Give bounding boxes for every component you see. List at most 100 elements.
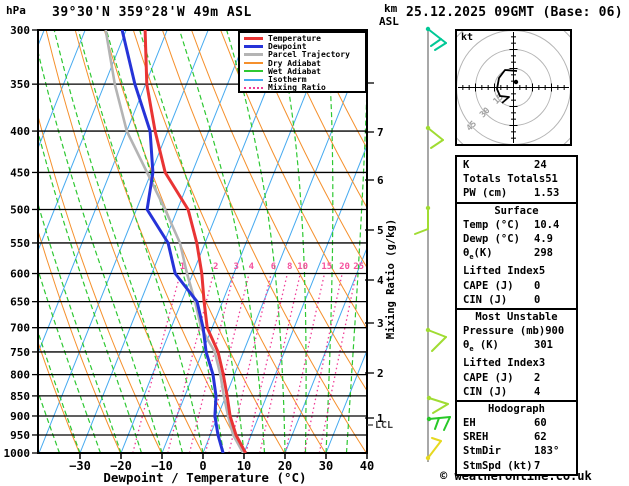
- stat-label: CIN (J): [463, 385, 508, 398]
- legend-label: Temperature: [268, 33, 321, 43]
- km-tick-label: 5: [377, 224, 384, 237]
- svg-text:3: 3: [234, 262, 239, 272]
- legend-label: Dewpoint: [268, 41, 307, 51]
- pressure-tick-label: 300: [10, 24, 30, 37]
- stat-row: CIN (J) 4: [457, 385, 576, 399]
- stat-row: Dewp (°C) 4.9: [457, 232, 576, 246]
- stat-value: 7: [534, 459, 541, 472]
- pressure-tick-label: 1000: [4, 447, 31, 460]
- stats-panel: K 24 Totals Totals 51 PW (cm) 1.53 Surface Temp…: [455, 155, 578, 476]
- stat-value: 62: [534, 431, 547, 444]
- stat-row: EH 60: [457, 416, 576, 430]
- stat-row: PW (cm) 1.53: [457, 186, 576, 200]
- km-tick-label: 2: [377, 367, 384, 380]
- stat-label: StmSpd (kt): [463, 459, 533, 472]
- legend-label: Dry Adiabat: [268, 58, 321, 68]
- stat-value: 1.53: [534, 187, 560, 200]
- legend-swatch: [244, 86, 263, 89]
- pressure-tick-label: 550: [10, 237, 30, 250]
- legend-swatch: [244, 53, 263, 57]
- stats-section: Surface Temp (°C) 10.4 Dewp (°C) 4.9 θe(K) 298…: [455, 201, 578, 310]
- stat-value: 4: [534, 385, 541, 398]
- stat-label: Dewp (°C): [463, 232, 520, 245]
- stat-label: StmDir: [463, 445, 501, 458]
- stat-value: 2: [534, 371, 541, 384]
- stat-row: Pressure (mb) 900: [457, 324, 576, 338]
- stat-label: Totals Totals: [463, 173, 546, 186]
- legend-label: Isotherm: [268, 75, 307, 85]
- pressure-tick-label: 500: [10, 203, 30, 216]
- pressure-tick-label: 800: [10, 369, 30, 382]
- km-axis-ticks: 1 2 3 4 5 6 7: [365, 82, 384, 425]
- legend-item: Mixing Ratio: [244, 83, 365, 93]
- stat-row: StmDir 183°: [457, 444, 576, 458]
- wind-barb: [426, 395, 449, 414]
- x-tick-label: −10: [151, 459, 173, 473]
- stat-label: θe (K): [463, 339, 499, 354]
- stat-row: CAPE (J) 0: [457, 279, 576, 293]
- storm-motion-marker: [513, 79, 519, 85]
- km-tick-label: 4: [377, 274, 384, 287]
- legend-item: Parcel Trajectory: [244, 50, 365, 60]
- hodograph-trace: [496, 69, 518, 104]
- stat-value: 10.4: [534, 218, 560, 231]
- stat-value: 24: [534, 159, 547, 171]
- hodograph-frame: [455, 29, 572, 146]
- stats-section: Hodograph EH 60 SREH 62 StmDir 183° StmSpd (kt)…: [455, 400, 578, 476]
- lcl-label: LCL: [375, 420, 394, 431]
- wind-barb: [425, 125, 444, 149]
- legend-swatch: [244, 70, 263, 73]
- altitude-unit-label: km: [384, 2, 398, 15]
- isotherm-lines: [38, 30, 367, 453]
- x-tick-label: 20: [278, 459, 292, 473]
- mixing-ratio-labels: 1 2 3 4 6 8 10 15 20 25: [180, 262, 364, 272]
- stat-row: StmSpd (kt) 7: [457, 459, 576, 473]
- legend-label: Parcel Trajectory: [268, 50, 350, 60]
- x-axis-ticks: −30 −20 −10 0 10 20 30 40: [69, 453, 374, 473]
- pressure-tick-label: 650: [10, 296, 30, 309]
- stats-section: K 24 Totals Totals 51 PW (cm) 1.53: [455, 155, 578, 204]
- stat-value: 60: [534, 417, 547, 430]
- legend-item: Isotherm: [244, 75, 365, 85]
- stat-label: CIN (J): [463, 293, 508, 306]
- stat-label: PW (cm): [463, 187, 508, 200]
- wind-barb: [425, 327, 447, 352]
- stat-label: EH: [463, 417, 476, 430]
- mixing-ratio-axis-label: Mixing Ratio (g/kg): [385, 218, 397, 340]
- wind-barb: [426, 416, 451, 431]
- legend: Temperature Dewpoint Parcel Trajectory Dry …: [238, 31, 367, 93]
- dewpoint-curve: [120, 30, 225, 453]
- run-datetime: 25.12.2025 09GMT (Base: 06): [406, 5, 623, 20]
- svg-text:2: 2: [213, 262, 218, 272]
- legend-label: Mixing Ratio: [268, 83, 326, 93]
- stat-row: Lifted Index 3: [457, 356, 576, 370]
- svg-text:8: 8: [287, 262, 292, 272]
- wet-adiabat-lines: [38, 30, 367, 453]
- pressure-tick-label: 900: [10, 410, 30, 423]
- svg-text:15: 15: [321, 262, 332, 272]
- x-tick-label: 0: [199, 459, 206, 473]
- stat-value: 51: [545, 173, 558, 186]
- hodograph-unit-label: kt: [461, 32, 474, 43]
- x-axis-title: Dewpoint / Temperature (°C): [103, 470, 307, 485]
- svg-text:25: 25: [353, 262, 364, 272]
- wind-barb: [414, 205, 431, 235]
- pressure-tick-label: 700: [10, 322, 30, 335]
- stat-row: Lifted Index 5: [457, 264, 576, 278]
- pressure-tick-label: 950: [10, 429, 30, 442]
- station-title: 39°30'N 359°28'W 49m ASL: [52, 5, 252, 20]
- stat-row: θe(K) 298: [457, 246, 576, 264]
- legend-item: Dry Adiabat: [244, 58, 365, 68]
- stat-value: 5: [538, 265, 546, 278]
- pressure-tick-label: 600: [10, 268, 30, 281]
- wind-barb: [425, 437, 442, 461]
- stat-value: 0: [534, 279, 541, 292]
- legend-label: Wet Adiabat: [268, 66, 321, 76]
- stat-value: 4.9: [534, 232, 553, 245]
- x-tick-label: 10: [237, 459, 251, 473]
- legend-item: Temperature: [244, 33, 365, 43]
- parcel-curve: [104, 30, 245, 453]
- wind-barb: [425, 26, 447, 51]
